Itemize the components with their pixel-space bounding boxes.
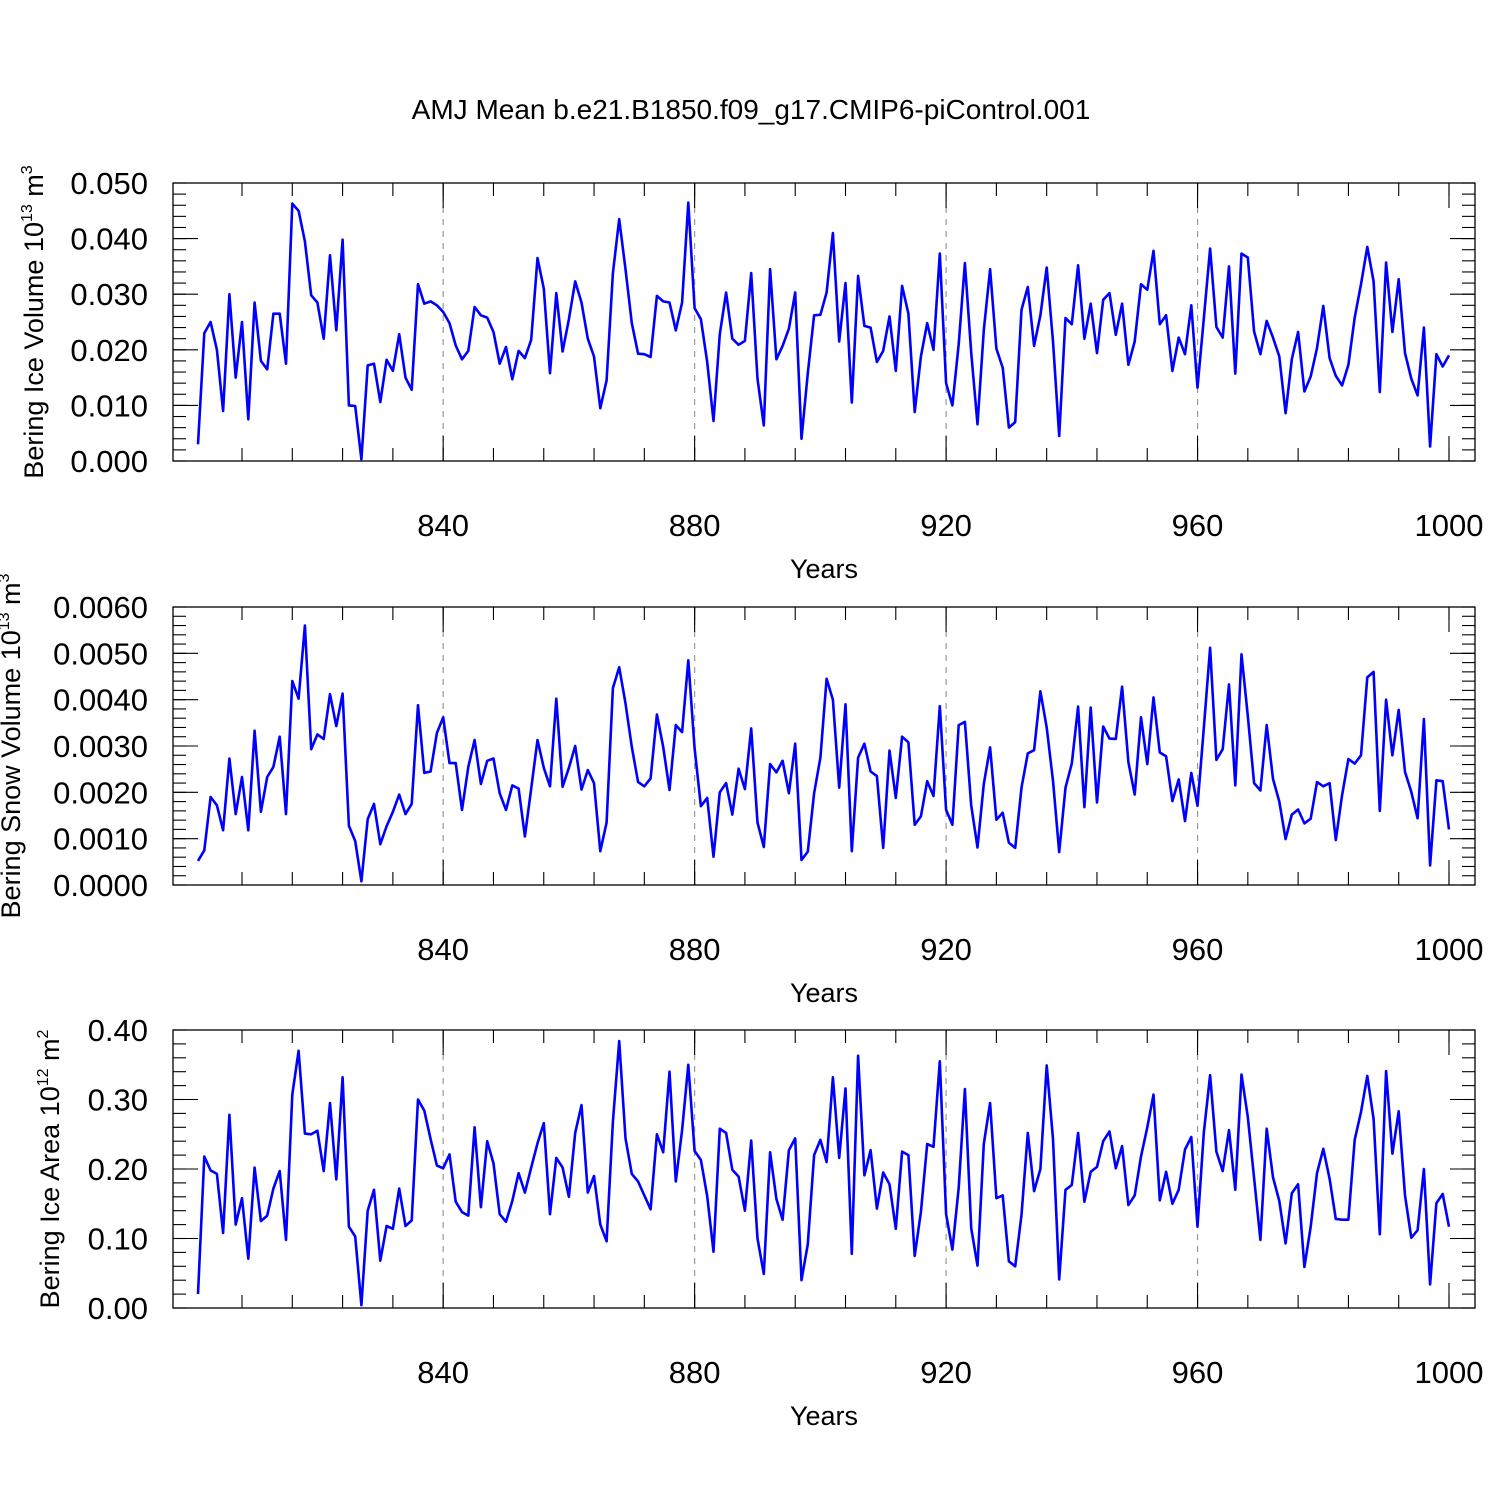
y-axis-label: Bering Ice Area 1012 m2: [35, 1029, 65, 1308]
y-tick-label: 0.10: [88, 1222, 148, 1257]
y-tick-label: 0.0000: [53, 868, 148, 903]
x-tick-label: 840: [417, 932, 469, 967]
y-tick-label: 0.00: [88, 1291, 148, 1326]
x-tick-label: 920: [920, 1355, 972, 1390]
x-axis-label: Years: [790, 1401, 858, 1431]
x-tick-label: 960: [1172, 932, 1224, 967]
y-tick-label: 0.20: [88, 1152, 148, 1187]
x-axis-label: Years: [790, 554, 858, 584]
y-tick-label: 0.0020: [53, 775, 148, 810]
x-axis-label: Years: [790, 978, 858, 1008]
ice-volume-series-line: [196, 201, 1451, 461]
plot-frame: [172, 606, 1476, 886]
chart-title: AMJ Mean b.e21.B1850.f09_g17.CMIP6-piCon…: [412, 94, 1091, 125]
y-axis-label: Bering Ice Volume 1013 m3: [19, 165, 49, 478]
y-tick-label: 0.010: [70, 388, 148, 423]
y-tick-label: 0.020: [70, 333, 148, 368]
panel-ice-volume: 0.000 0.010 0.020 0.030 0.040 0.050 840 880 920 9…: [19, 165, 1483, 584]
y-tick-label: 0.050: [70, 166, 148, 201]
y-tick-label: 0.030: [70, 277, 148, 312]
x-tick-label: 1000: [1415, 508, 1484, 543]
plot-frame: [172, 1029, 1476, 1309]
plot-frame: [172, 182, 1476, 462]
x-tick-label: 880: [669, 508, 721, 543]
y-tick-label: 0.0010: [53, 822, 148, 857]
panel-ice-area: 0.00 0.10 0.20 0.30 0.40 840 880 920 960 1000 Yea…: [35, 1013, 1483, 1431]
x-tick-label: 880: [669, 1355, 721, 1390]
x-tick-label: 920: [920, 932, 972, 967]
y-tick-label: 0.0060: [53, 590, 148, 625]
x-tick-label: 840: [417, 508, 469, 543]
x-tick-label: 1000: [1415, 1355, 1484, 1390]
y-tick-label: 0.30: [88, 1083, 148, 1118]
x-tick-label: 960: [1172, 1355, 1224, 1390]
y-tick-label: 0.0050: [53, 636, 148, 671]
y-tick-label: 0.40: [88, 1013, 148, 1048]
x-tick-label: 920: [920, 508, 972, 543]
snow-volume-series-line: [196, 624, 1451, 883]
ice-area-series-line: [196, 1039, 1451, 1307]
y-tick-label: 0.0040: [53, 683, 148, 718]
y-tick-label: 0.0030: [53, 729, 148, 764]
y-tick-label: 0.000: [70, 444, 148, 479]
panel-snow-volume: 0.0000 0.0010 0.0020 0.0030 0.0040 0.0050 0.00…: [0, 573, 1483, 1008]
x-tick-label: 1000: [1415, 932, 1484, 967]
y-tick-label: 0.040: [70, 222, 148, 257]
y-axis-label: Bering Snow Volume 1013 m3: [0, 573, 26, 918]
x-tick-label: 880: [669, 932, 721, 967]
x-tick-label: 840: [417, 1355, 469, 1390]
x-tick-label: 960: [1172, 508, 1224, 543]
